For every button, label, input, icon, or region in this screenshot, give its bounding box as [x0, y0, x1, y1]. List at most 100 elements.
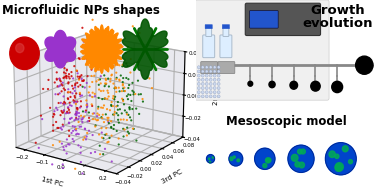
Circle shape	[197, 70, 200, 73]
Circle shape	[213, 95, 216, 98]
Circle shape	[288, 145, 314, 172]
Circle shape	[10, 37, 39, 70]
Circle shape	[15, 43, 24, 53]
Circle shape	[213, 70, 216, 73]
Circle shape	[197, 87, 200, 90]
Circle shape	[213, 82, 216, 85]
Circle shape	[201, 74, 204, 77]
Circle shape	[266, 159, 270, 163]
Circle shape	[213, 91, 216, 94]
Circle shape	[325, 143, 356, 175]
Circle shape	[217, 91, 220, 94]
Circle shape	[332, 81, 343, 93]
FancyBboxPatch shape	[201, 62, 218, 74]
Circle shape	[229, 152, 243, 166]
Circle shape	[217, 78, 220, 81]
Circle shape	[205, 82, 208, 85]
Circle shape	[201, 87, 204, 90]
Circle shape	[209, 74, 212, 77]
Circle shape	[201, 70, 204, 73]
Circle shape	[208, 158, 210, 160]
Circle shape	[209, 87, 212, 90]
Circle shape	[297, 149, 302, 154]
Circle shape	[217, 87, 220, 90]
Circle shape	[209, 70, 212, 73]
Circle shape	[205, 87, 208, 90]
Circle shape	[197, 78, 200, 81]
FancyBboxPatch shape	[205, 25, 212, 29]
Circle shape	[301, 149, 305, 154]
Circle shape	[197, 95, 200, 98]
Circle shape	[348, 160, 352, 164]
Circle shape	[299, 162, 305, 168]
Circle shape	[217, 70, 220, 73]
Circle shape	[213, 78, 216, 81]
Circle shape	[217, 74, 220, 77]
Y-axis label: 3rd PC: 3rd PC	[160, 169, 183, 185]
FancyBboxPatch shape	[220, 35, 232, 58]
Circle shape	[201, 95, 204, 98]
Circle shape	[255, 148, 275, 169]
Circle shape	[209, 91, 212, 94]
Text: Microfluidic NPs shapes: Microfluidic NPs shapes	[2, 4, 160, 17]
FancyBboxPatch shape	[245, 3, 320, 36]
Circle shape	[335, 163, 343, 171]
Circle shape	[290, 81, 297, 89]
Circle shape	[205, 95, 208, 98]
X-axis label: 1st PC: 1st PC	[40, 176, 63, 187]
Circle shape	[217, 95, 220, 98]
Circle shape	[267, 158, 271, 162]
Circle shape	[329, 151, 335, 157]
Circle shape	[295, 162, 300, 167]
Circle shape	[213, 87, 216, 90]
Circle shape	[207, 155, 215, 163]
Circle shape	[356, 56, 373, 74]
Circle shape	[265, 158, 270, 162]
Circle shape	[209, 82, 212, 85]
Circle shape	[209, 161, 211, 163]
Circle shape	[335, 164, 342, 171]
Circle shape	[263, 163, 267, 168]
Polygon shape	[81, 25, 123, 73]
Circle shape	[217, 66, 220, 69]
Circle shape	[205, 70, 208, 73]
Circle shape	[311, 81, 320, 91]
Text: evolution: evolution	[302, 17, 372, 30]
Polygon shape	[123, 19, 168, 79]
FancyBboxPatch shape	[195, 0, 329, 100]
Circle shape	[230, 157, 233, 160]
Circle shape	[209, 95, 212, 98]
Circle shape	[342, 146, 348, 152]
Circle shape	[335, 154, 339, 158]
Circle shape	[217, 82, 220, 85]
Circle shape	[237, 159, 239, 162]
Circle shape	[269, 81, 275, 88]
Circle shape	[248, 81, 253, 86]
Circle shape	[213, 74, 216, 77]
Circle shape	[213, 66, 216, 69]
Circle shape	[197, 66, 200, 69]
Polygon shape	[45, 30, 76, 68]
Circle shape	[205, 66, 208, 69]
FancyBboxPatch shape	[203, 35, 215, 58]
Circle shape	[205, 78, 208, 81]
Polygon shape	[47, 35, 74, 64]
Circle shape	[233, 156, 235, 158]
Circle shape	[201, 66, 204, 69]
Circle shape	[201, 78, 204, 81]
Text: Mesoscopic model: Mesoscopic model	[226, 115, 347, 128]
Circle shape	[197, 74, 200, 77]
Circle shape	[205, 74, 208, 77]
Circle shape	[291, 154, 298, 161]
FancyBboxPatch shape	[206, 27, 211, 36]
Circle shape	[209, 66, 212, 69]
Circle shape	[197, 82, 200, 85]
Text: Growth: Growth	[310, 4, 365, 17]
Circle shape	[205, 91, 208, 94]
FancyBboxPatch shape	[222, 25, 230, 29]
Circle shape	[197, 91, 200, 94]
Circle shape	[201, 82, 204, 85]
FancyBboxPatch shape	[223, 27, 229, 36]
Circle shape	[209, 78, 212, 81]
FancyBboxPatch shape	[250, 11, 278, 28]
